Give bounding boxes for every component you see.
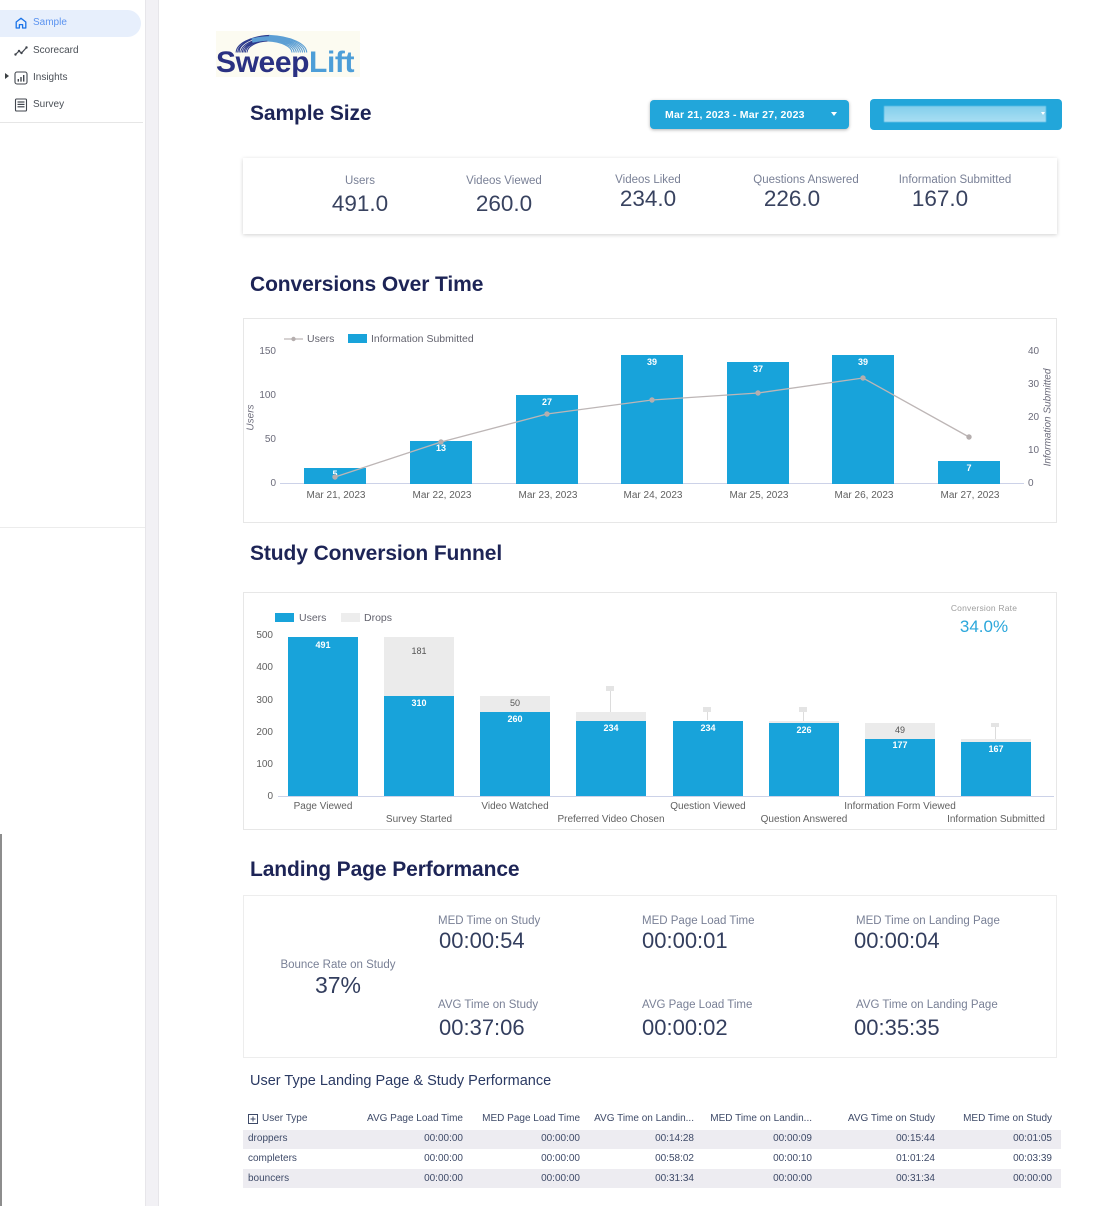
svg-text:SweepLift: SweepLift xyxy=(216,46,354,77)
